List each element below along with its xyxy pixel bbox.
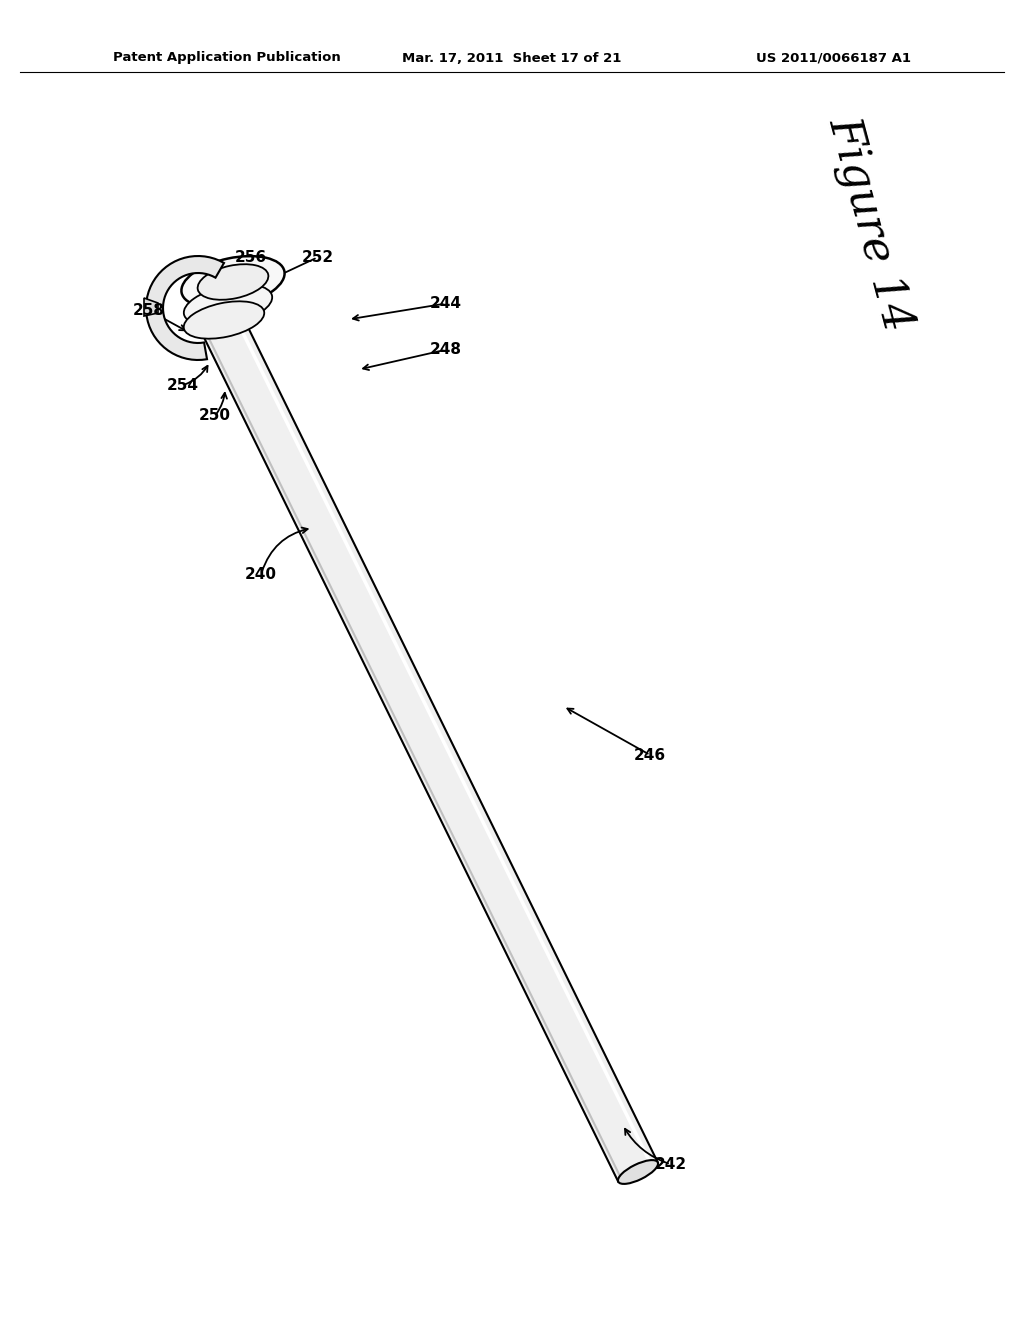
Text: Figure 14: Figure 14 xyxy=(821,112,920,337)
Text: US 2011/0066187 A1: US 2011/0066187 A1 xyxy=(757,51,911,65)
Text: 242: 242 xyxy=(654,1156,687,1172)
Text: 258: 258 xyxy=(132,302,165,318)
Ellipse shape xyxy=(617,1160,658,1184)
Ellipse shape xyxy=(183,284,272,326)
Ellipse shape xyxy=(198,264,268,300)
Text: 246: 246 xyxy=(634,747,667,763)
Ellipse shape xyxy=(183,301,264,339)
Text: 250: 250 xyxy=(199,408,231,424)
Ellipse shape xyxy=(181,256,285,308)
Text: 252: 252 xyxy=(301,249,334,265)
Text: 254: 254 xyxy=(166,378,199,393)
Text: Patent Application Publication: Patent Application Publication xyxy=(113,51,340,65)
Polygon shape xyxy=(144,298,158,315)
Polygon shape xyxy=(146,256,224,360)
Text: 244: 244 xyxy=(429,296,462,312)
Text: 240: 240 xyxy=(245,566,278,582)
Polygon shape xyxy=(196,301,657,1181)
Text: Mar. 17, 2011  Sheet 17 of 21: Mar. 17, 2011 Sheet 17 of 21 xyxy=(402,51,622,65)
Text: 256: 256 xyxy=(234,249,267,265)
Text: 248: 248 xyxy=(429,342,462,358)
